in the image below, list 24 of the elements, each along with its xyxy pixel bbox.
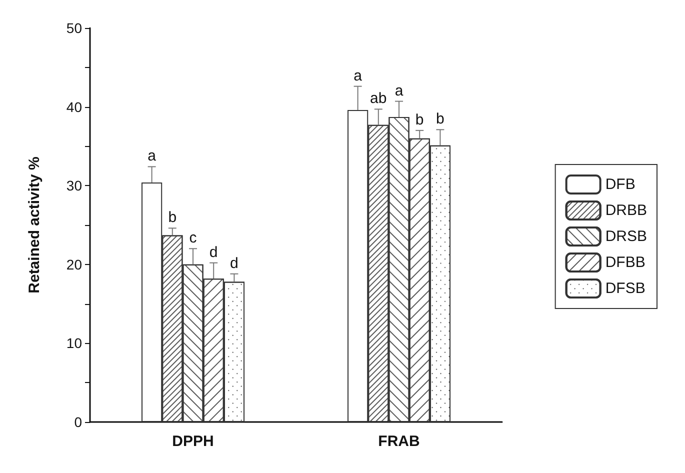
legend-label: DRBB — [605, 202, 648, 219]
data-label: a — [394, 82, 404, 100]
data-label: d — [230, 254, 238, 272]
y-tick-label: 40 — [66, 98, 82, 115]
legend-label: DFSB — [605, 280, 646, 297]
data-label: a — [148, 148, 157, 165]
y-tick-label: 20 — [66, 256, 82, 272]
data-label: b — [436, 110, 444, 128]
y-tick-label: 50 — [66, 20, 82, 36]
y-tick-label: 30 — [66, 178, 82, 194]
legend-label: DRSB — [605, 228, 648, 245]
x-tick-label: DPPH — [172, 433, 214, 450]
x-tick-label: FRAB — [378, 433, 420, 450]
data-label: d — [209, 244, 218, 261]
data-label: a — [354, 67, 363, 84]
y-axis-title: Retained activity % — [26, 156, 43, 294]
legend-label: DFBB — [605, 254, 646, 271]
data-label: b — [415, 111, 424, 128]
y-tick-label: 0 — [74, 414, 82, 430]
y-tick-label: 10 — [66, 335, 82, 352]
data-label: c — [189, 230, 198, 247]
data-label: ab — [370, 90, 387, 108]
legend-label: DFB — [605, 176, 636, 193]
data-label: b — [168, 209, 177, 226]
